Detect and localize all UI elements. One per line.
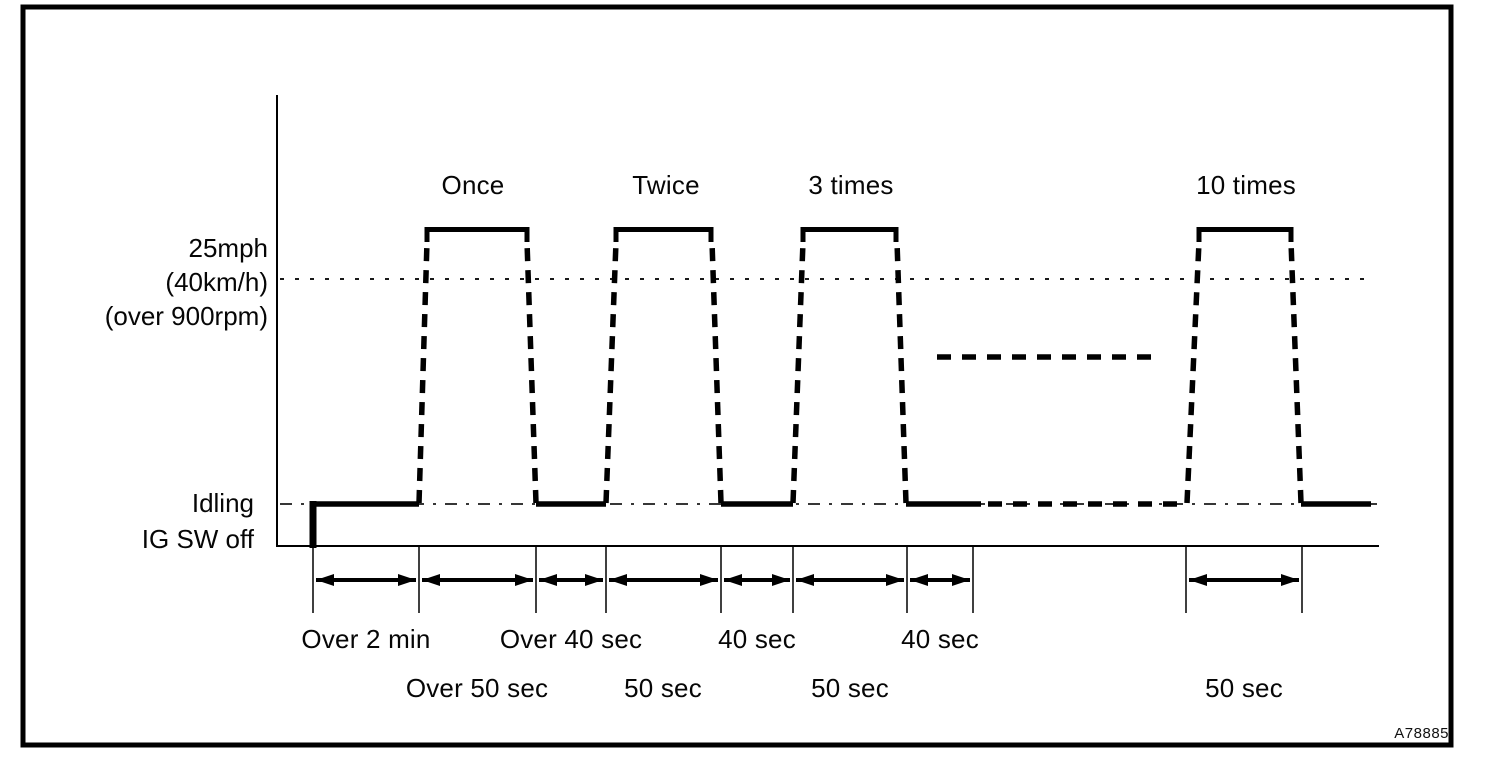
pulse-1-top [424,227,530,242]
idle-duration-label-2: Over 40 sec [499,624,643,654]
speed-label-line-2: (40km/h) [165,267,268,297]
speed-level-label: 25mph (40km/h) (over 900rpm) [105,231,268,333]
drive-duration-label-4: 50 sec [1205,673,1283,703]
pulse-3-count-label: 3 times [808,170,894,200]
drive-duration-label-3: 50 sec [811,673,889,703]
idle-duration-label-4: 40 sec [901,624,979,654]
drive-duration-label-1: Over 50 sec [405,673,549,703]
pulse-2-count-label: Twice [632,170,700,200]
pulse-4-rise-edge [1184,241,1202,504]
figure-code: A78885 [1394,725,1449,742]
pulse-2-fall-edge [709,241,724,504]
idle-duration-label-1: Over 2 min [301,624,431,654]
idle-duration-label-3: 40 sec [718,624,796,654]
pulse-2-top [613,227,714,242]
ig-sw-off-level-label: IG SW off [141,524,254,554]
waveform [309,227,1371,548]
speed-label-line-3: (over 900rpm) [104,301,268,331]
frame-border [20,4,1454,748]
drive-duration-label-2: 50 sec [624,673,702,703]
pulse-4-count-label: 10 times [1196,170,1296,200]
pulse-3-top [800,227,899,242]
dimension-ticks [312,547,1303,613]
pulse-2-rise-edge [603,241,619,504]
pulse-1-fall-edge [524,241,539,504]
pulse-4-top [1196,227,1294,242]
pulse-1-count-label: Once [441,170,505,200]
idling-level-label: Idling [191,488,254,518]
pulse-4-fall-edge [1288,241,1304,504]
pulse-3-rise-edge [790,241,806,504]
pulse-1-rise-edge [416,241,430,504]
speed-label-line-1: 25mph [188,233,269,263]
pulse-3-fall-edge [894,241,909,504]
